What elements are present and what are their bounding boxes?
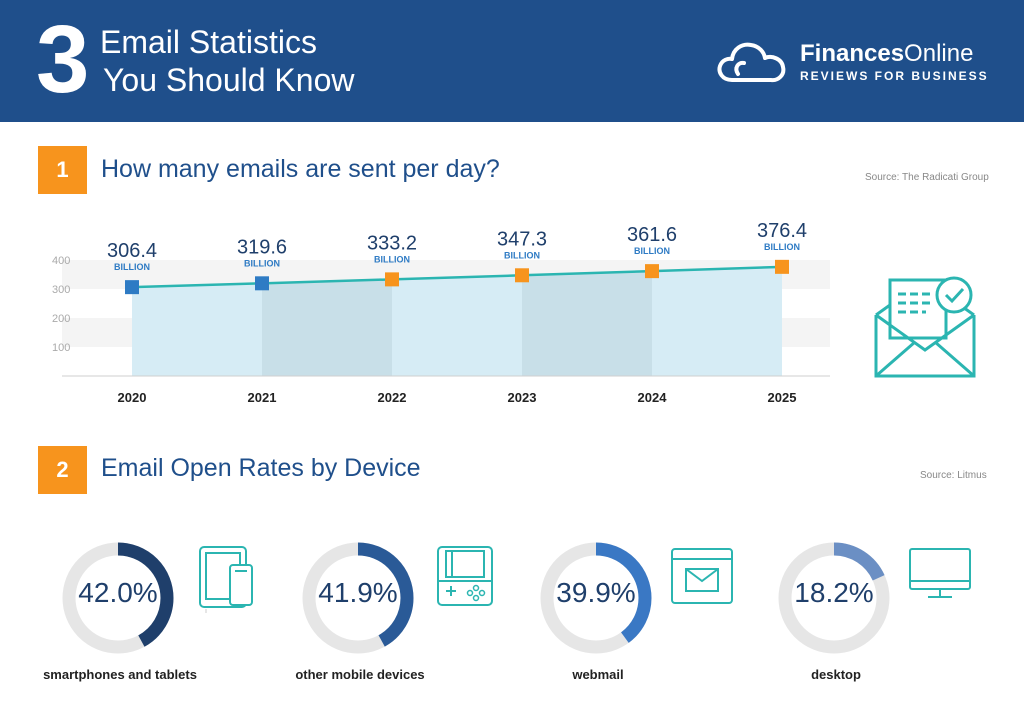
handheld-console-icon xyxy=(437,546,493,606)
data-unit-label: BILLION xyxy=(244,258,280,268)
monitor-icon xyxy=(909,548,971,598)
tablet-phone-icon xyxy=(199,546,253,613)
y-tick-label: 100 xyxy=(52,342,70,354)
section2-title: Email Open Rates by Device xyxy=(101,454,421,482)
brand-tagline: REVIEWS FOR BUSINESS xyxy=(800,69,989,83)
section2-badge: 2 xyxy=(38,446,87,494)
open-rate-value: 39.9% xyxy=(556,577,636,608)
data-value-label: 306.4 xyxy=(107,240,157,262)
open-rate-value: 42.0% xyxy=(78,577,158,608)
open-rate-value: 18.2% xyxy=(794,577,874,608)
x-tick-label: 2022 xyxy=(378,390,407,405)
open-rate-ring xyxy=(540,542,652,654)
y-tick-label: 200 xyxy=(52,313,70,325)
device-label: other mobile devices xyxy=(295,667,425,682)
cloud-icon xyxy=(717,42,786,83)
data-unit-label: BILLION xyxy=(764,242,800,252)
browser-mail-icon xyxy=(671,548,733,604)
x-tick-label: 2020 xyxy=(118,390,147,405)
data-value-label: 347.3 xyxy=(497,228,547,250)
section1-source: Source: The Radicati Group xyxy=(865,172,989,183)
open-rate-ring xyxy=(62,542,174,654)
x-tick-label: 2021 xyxy=(248,390,277,405)
header-title-line2: You Should Know xyxy=(103,62,355,98)
device-label: webmail xyxy=(572,667,624,682)
y-tick-label: 400 xyxy=(52,255,70,267)
device-label: smartphones and tablets xyxy=(43,667,197,682)
data-unit-label: BILLION xyxy=(504,250,540,260)
open-rate-ring xyxy=(778,542,890,654)
area-segment xyxy=(652,266,782,376)
data-point-marker xyxy=(385,272,399,287)
data-value-label: 319.6 xyxy=(237,236,287,258)
header-title-line1: Email Statistics xyxy=(100,24,317,60)
series-line xyxy=(131,265,783,289)
data-value-label: 376.4 xyxy=(757,220,807,242)
data-point-marker xyxy=(125,280,139,295)
x-tick-label: 2024 xyxy=(638,390,668,405)
section1-title: How many emails are sent per day? xyxy=(101,155,500,183)
data-unit-label: BILLION xyxy=(634,246,670,256)
data-point-marker xyxy=(515,268,529,283)
data-unit-label: BILLION xyxy=(114,262,150,272)
area-segment xyxy=(262,279,392,376)
brand-logo[interactable]: FinancesOnline REVIEWS FOR BUSINESS xyxy=(716,38,1006,88)
area-segment xyxy=(392,275,522,376)
data-point-marker xyxy=(645,264,659,279)
header-banner: 3 Email Statistics You Should Know Finan… xyxy=(0,0,1024,122)
data-point-marker xyxy=(775,259,789,274)
y-tick-label: 300 xyxy=(52,284,70,296)
section2-source: Source: Litmus xyxy=(920,470,987,481)
device-other-mobile: 41.9% other mobile devices xyxy=(280,525,520,715)
data-unit-label: BILLION xyxy=(374,254,410,264)
device-desktop: 18.2% desktop xyxy=(756,525,996,715)
data-value-label: 333.2 xyxy=(367,232,417,254)
brand-name: FinancesOnline xyxy=(800,40,974,67)
device-label: desktop xyxy=(811,667,861,682)
x-tick-label: 2025 xyxy=(768,390,797,405)
section1-badge: 1 xyxy=(38,146,87,194)
data-point-marker xyxy=(255,276,269,291)
open-rate-value: 41.9% xyxy=(318,577,398,608)
area-segment xyxy=(522,271,652,376)
device-smartphones-tablets: 42.0% smartphones and tablets xyxy=(40,525,280,715)
open-rate-ring xyxy=(302,542,414,654)
area-segment xyxy=(132,283,262,376)
data-value-label: 361.6 xyxy=(627,224,677,246)
envelope-check-icon xyxy=(874,276,976,378)
x-tick-label: 2023 xyxy=(508,390,537,405)
header-number: 3 xyxy=(36,6,90,113)
device-webmail: 39.9% webmail xyxy=(518,525,758,715)
